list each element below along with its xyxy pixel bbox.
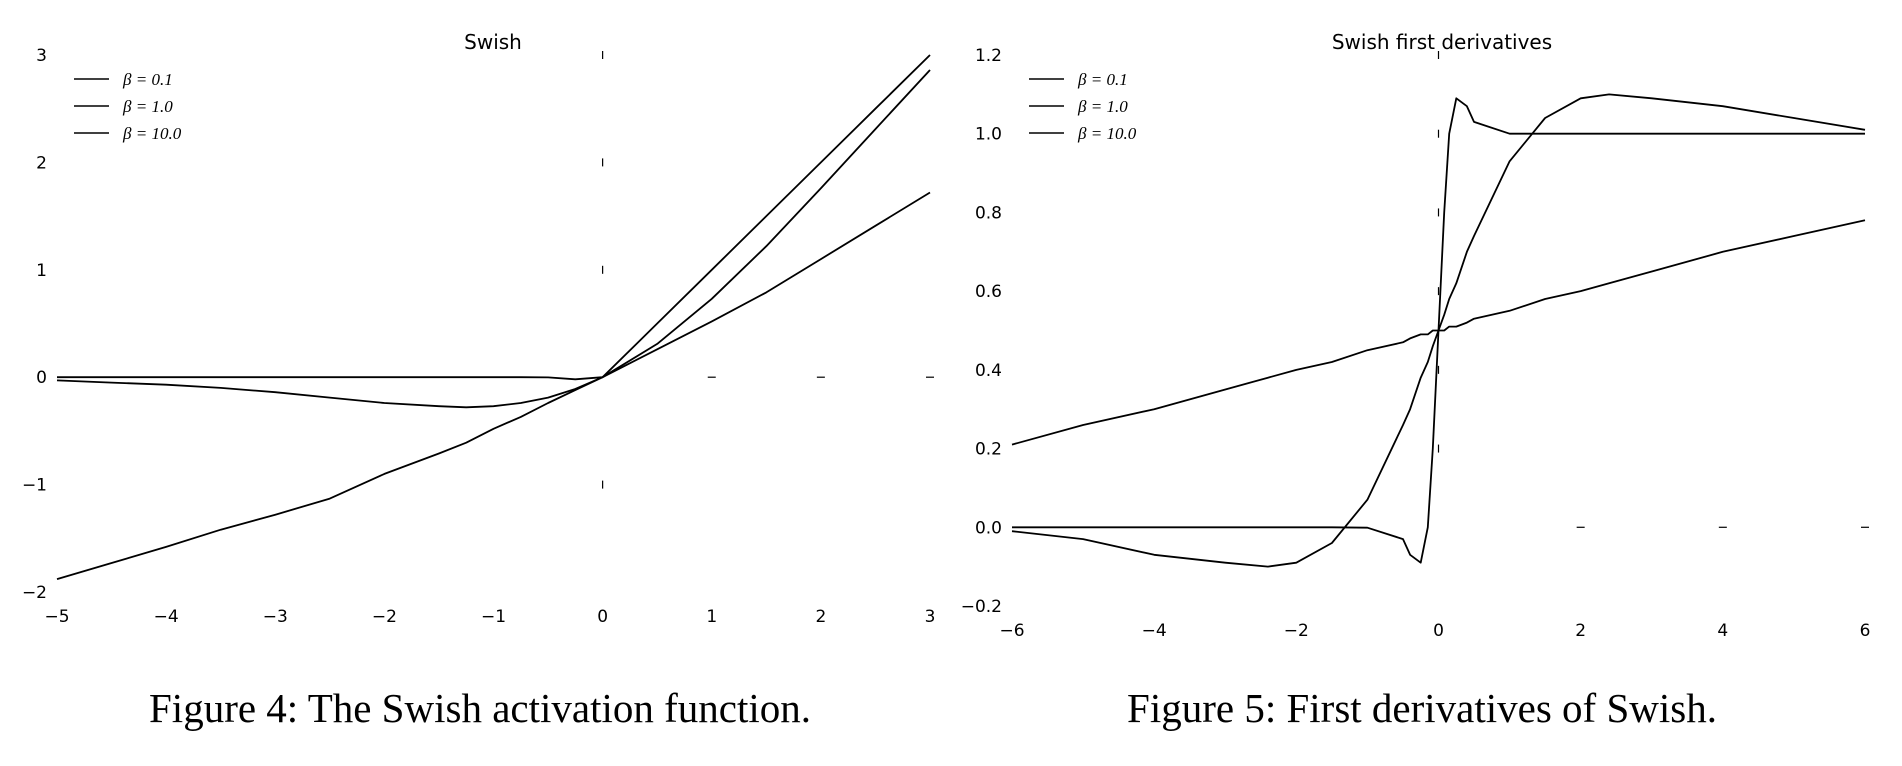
legend-entry: β = 1.0 xyxy=(1077,97,1128,116)
y-tick-label: 0.4 xyxy=(975,361,1002,381)
x-tick-label: −2 xyxy=(372,607,397,627)
swish-derivative-chart: Swish first derivatives −0.2 0.0 0.2 0.4 0.6 0… xyxy=(961,30,1871,731)
series-line-3 xyxy=(57,54,931,381)
y-tick-label: −2 xyxy=(22,583,47,603)
x-tick-label: −4 xyxy=(154,607,179,627)
x-tick-label: 0 xyxy=(597,607,608,627)
y-tick-label: 1.0 xyxy=(975,125,1002,145)
x-tick-label: −2 xyxy=(1284,621,1309,641)
y-tick-label: 1.2 xyxy=(975,46,1002,66)
figure-caption: Figure 4: The Swish activation function. xyxy=(149,685,811,731)
y-tick-label: 0.2 xyxy=(975,440,1002,460)
x-tick-label: −1 xyxy=(481,607,506,627)
y-tick-label: 0 xyxy=(36,368,47,388)
x-tick-label: 0 xyxy=(1433,621,1444,641)
x-tick-label: 2 xyxy=(815,607,826,627)
legend-entry: β = 1.0 xyxy=(122,97,173,116)
x-tick-label: 6 xyxy=(1860,621,1871,641)
y-tick-label: 1 xyxy=(36,261,47,281)
y-tick-label: −0.2 xyxy=(961,597,1002,617)
series-line-1 xyxy=(56,191,931,580)
legend-entry: β = 10.0 xyxy=(1077,124,1137,143)
series-line-3 xyxy=(1012,97,1865,564)
figure-caption: Figure 5: First derivatives of Swish. xyxy=(1127,685,1717,731)
x-tick-label: −4 xyxy=(1142,621,1167,641)
legend-entry: β = 0.1 xyxy=(122,70,173,89)
x-tick-label: −6 xyxy=(999,621,1024,641)
x-tick-label: 3 xyxy=(925,607,936,627)
y-tick-label: 0.6 xyxy=(975,282,1002,302)
swish-chart: Swish −2 −1 0 1 2 3 −5 −4 −3 −2 −1 0 1 2 3 β = 0.1 β = 1.… xyxy=(22,30,935,731)
y-tick-label: 0.0 xyxy=(975,518,1002,538)
y-tick-label: 2 xyxy=(36,153,47,173)
x-tick-label: −3 xyxy=(263,607,288,627)
chart-title: Swish xyxy=(464,30,522,54)
x-tick-label: 2 xyxy=(1575,621,1586,641)
y-tick-label: 3 xyxy=(36,46,47,66)
x-tick-label: −5 xyxy=(44,607,69,627)
legend-entry: β = 10.0 xyxy=(122,124,182,143)
y-tick-label: 0.8 xyxy=(975,203,1002,223)
legend-entry: β = 0.1 xyxy=(1077,70,1128,89)
chart-title: Swish first derivatives xyxy=(1332,30,1552,54)
y-tick-label: −1 xyxy=(22,476,47,496)
x-tick-label: 1 xyxy=(706,607,717,627)
series-line-2 xyxy=(56,69,931,409)
x-tick-label: 4 xyxy=(1717,621,1728,641)
